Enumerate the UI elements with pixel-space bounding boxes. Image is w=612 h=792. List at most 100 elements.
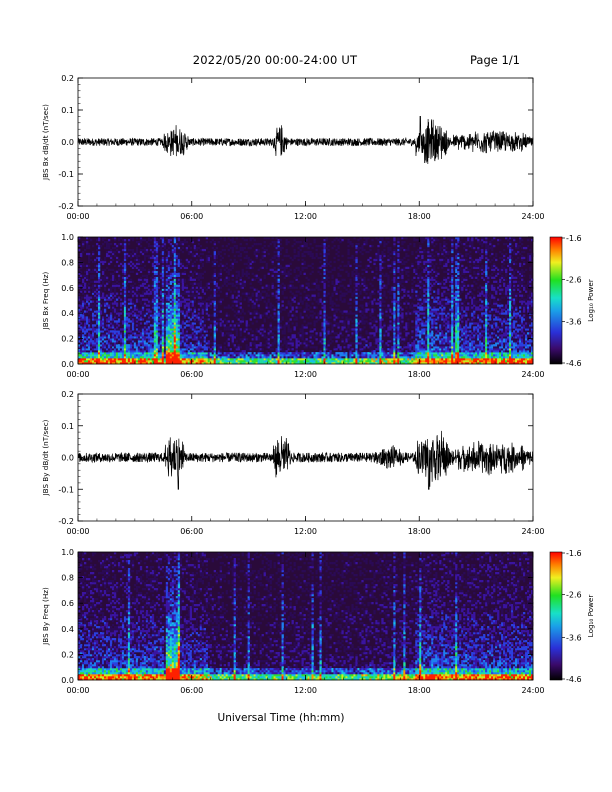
bx-spectrogram-cell: [339, 310, 342, 313]
bx-spectrogram-cell: [155, 262, 159, 266]
bx-spectrogram-cell: [303, 244, 306, 248]
bx-spectrogram-cell: [321, 356, 324, 359]
bx-spectrogram-cell: [129, 298, 133, 301]
bx-spectrogram-cell: [281, 282, 284, 285]
bx-spectrogram-cell: [229, 328, 232, 331]
bx-spectrogram-cell: [301, 356, 304, 359]
bx-spectrogram-cell: [241, 284, 244, 287]
bx-spectrogram-cell: [191, 328, 195, 331]
bx-spectrogram-cell: [257, 344, 260, 347]
bx-spectrogram-cell: [333, 286, 336, 289]
bx-spectrogram-cell: [301, 352, 304, 355]
bx-spectrogram-cell: [139, 334, 143, 337]
bx-spectrogram-cell: [159, 334, 163, 337]
bx-spectrogram-cell: [85, 244, 89, 248]
bx-spectrogram-cell: [213, 356, 216, 359]
bx-spectrogram-cell: [135, 314, 139, 317]
bx-spectrogram-cell: [319, 256, 322, 260]
bx-spectrogram-cell: [137, 314, 141, 317]
bx-spectrogram-cell: [217, 350, 220, 353]
bx-spectrogram-cell: [291, 280, 294, 283]
bx-spectrogram-cell: [109, 292, 113, 295]
bx-spectrogram-cell: [153, 266, 157, 270]
bx-spectrogram-cell: [327, 270, 330, 274]
bx-spectrogram-cell: [83, 354, 87, 357]
bx-spectrogram-cell: [159, 362, 163, 365]
bx-spectrogram-cell: [259, 358, 262, 361]
bx-spectrogram-cell: [229, 334, 232, 337]
bx-spectrogram-cell: [267, 298, 270, 301]
bx-spectrogram-cell: [159, 246, 163, 250]
bx-spectrogram-cell: [335, 356, 338, 359]
bx-spectrogram-cell: [105, 318, 109, 321]
bx-spectrogram-cell: [145, 310, 149, 313]
bx-spectrogram-cell: [165, 326, 169, 329]
bx-spectrogram-cell: [177, 246, 181, 250]
bx-spectrogram-cell: [203, 308, 207, 311]
bx-spectrogram-cell: [241, 360, 244, 363]
bx-spectrogram-cell: [321, 264, 324, 268]
bx-spectrogram-cell: [205, 340, 209, 343]
bx-spectrogram-cell: [173, 300, 177, 303]
bx-spectrogram-cell: [243, 256, 246, 260]
bx-spectrogram-cell: [113, 242, 117, 246]
bx-spectrogram-cell: [161, 268, 165, 272]
bx-spectrogram-cell: [247, 358, 250, 361]
bx-spectrogram-cell: [175, 328, 179, 331]
bx-spectrogram-cell: [267, 358, 270, 361]
bx-spectrogram-cell: [129, 280, 133, 283]
bx-spectrogram-cell: [91, 328, 95, 331]
bx-spectrogram-cell: [91, 244, 95, 248]
bx-spectrogram-cell: [145, 348, 149, 351]
bx-spectrogram-cell: [267, 300, 270, 303]
bx-spectrogram-cell: [147, 292, 151, 295]
bx-spectrogram-cell: [311, 362, 314, 365]
bx-spectrogram-cell: [175, 338, 179, 341]
bx-spectrogram-cell: [205, 237, 209, 240]
bx-spectrogram-cell: [305, 244, 308, 248]
bx-spectrogram-cell: [213, 310, 216, 313]
bx-spectrogram-cell: [305, 250, 308, 254]
bx-spectrogram-cell: [155, 292, 159, 295]
bx-spectrogram-cell: [283, 266, 286, 270]
bx-spectrogram-cell: [185, 312, 189, 315]
bx-spectrogram-cell: [113, 310, 117, 313]
bx-spectrogram-cell: [331, 356, 334, 359]
bx-spectrogram-cell: [355, 264, 358, 268]
bx-spectrogram-cell: [199, 244, 203, 248]
bx-spectrogram-cell: [177, 354, 181, 357]
bx-spectrogram-cell: [213, 274, 216, 277]
bx-spectrogram-cell: [263, 344, 266, 347]
bx-spectrogram-cell: [137, 348, 141, 351]
bx-spectrogram-cell: [285, 250, 288, 254]
bx-spectrogram-cell: [239, 276, 242, 279]
bx-spectrogram-cell: [199, 306, 203, 309]
bx-spectrogram-cell: [161, 270, 165, 274]
bx-spectrogram-cell: [345, 356, 348, 359]
bx-spectrogram-cell: [165, 258, 169, 262]
bx-spectrogram-cell: [253, 288, 256, 291]
bx-spectrogram-cell: [345, 288, 348, 291]
bx-spectrogram-cell: [81, 242, 85, 246]
bx-spectrogram-cell: [105, 350, 109, 353]
bx-spectrogram-cell: [349, 264, 352, 268]
bx-spectrogram-cell: [179, 300, 183, 303]
bx-spectrogram-cell: [253, 348, 256, 351]
bx-spectrogram-cells: [78, 237, 534, 365]
bx-spectrogram-cell: [323, 268, 326, 272]
bx-spectrogram-cell: [283, 358, 286, 361]
bx-spectrogram-cell: [225, 360, 228, 363]
bx-spectrogram-cell: [361, 318, 364, 321]
bx-spectrogram-cell: [117, 328, 121, 331]
bx-spectrogram-cell: [95, 340, 99, 343]
bx-spectrogram-cell: [151, 352, 155, 355]
bx-spectrogram-cell: [355, 286, 358, 289]
bx-spectrogram-cell: [301, 268, 304, 272]
bx-spectrogram-cell: [89, 362, 93, 365]
bx-spectrogram-cell: [193, 278, 197, 281]
bx-spectrogram-cell: [97, 270, 101, 274]
bx-spectrogram-cell: [119, 362, 123, 365]
bx-spectrogram-cell: [85, 252, 89, 256]
bx-spectrogram-cell: [217, 310, 220, 313]
bx-spectrogram-cell: [243, 362, 246, 365]
